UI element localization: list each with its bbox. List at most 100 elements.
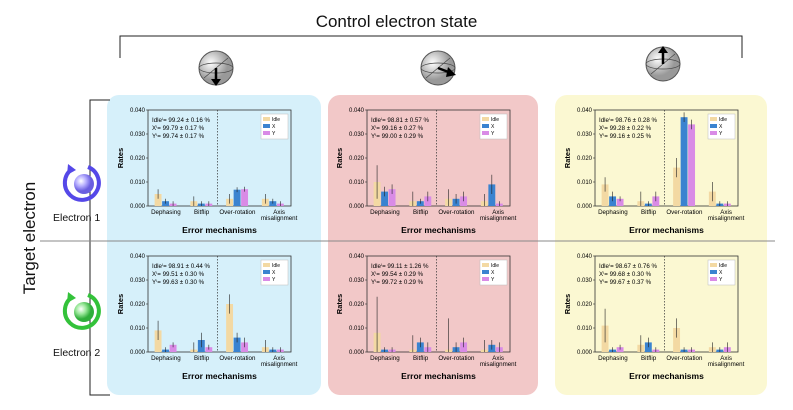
y-tick-label: 0.020: [349, 302, 365, 308]
bloch-sphere-up-icon: [645, 46, 681, 82]
y-tick-label: 0.000: [577, 350, 593, 356]
category-label-1: Bitflip: [413, 209, 429, 216]
fidelity-label-0: Idleⁱ= 99.24 ± 0.16 %: [152, 116, 210, 124]
fidelity-label-0: Idleⁱ= 99.11 ± 1.26 %: [371, 262, 429, 270]
legend-label-x: X: [272, 270, 276, 276]
legend-label-y: Y: [491, 131, 495, 137]
legend-label-x: X: [491, 124, 495, 130]
category-label-2: Over-rotation: [219, 355, 256, 362]
legend-label-y: Y: [719, 277, 723, 283]
y-axis-label: Rates: [116, 294, 125, 314]
category-label-1: Bitflip: [641, 355, 657, 362]
category-label-3: misalignment: [261, 215, 298, 222]
bar-y-0: [388, 189, 396, 206]
legend-label-x: X: [272, 124, 276, 130]
y-tick-label: 0.030: [130, 132, 146, 138]
legend-swatch-y: [482, 277, 489, 281]
category-label-2: Over-rotation: [219, 209, 256, 216]
category-label-1: Bitflip: [641, 209, 657, 216]
legend-label-idle: Idle: [719, 117, 727, 123]
chart-panel-r2c2: 0.000 0.010 0.020 0.030 0.040 Rates Error mech…: [335, 254, 517, 381]
category-label-1: Bitflip: [413, 355, 429, 362]
legend-label-idle: Idle: [491, 263, 499, 269]
fidelity-label-0: Idleⁱ= 98.91 ± 0.44 %: [152, 262, 210, 270]
x-axis-label: Error mechanisms: [629, 225, 704, 235]
legend-label-x: X: [491, 270, 495, 276]
legend-swatch-idle: [710, 263, 717, 267]
bar-idle-0: [154, 330, 162, 352]
y-tick-label: 0.020: [130, 302, 146, 308]
fidelity-label-1: Xⁱ= 99.16 ± 0.27 %: [371, 124, 424, 132]
y-axis-label: Rates: [335, 294, 344, 314]
y-tick-label: 0.020: [349, 156, 365, 162]
y-axis-label: Rates: [563, 148, 572, 168]
y-tick-label: 0.040: [349, 254, 365, 260]
figure-title: Control electron state: [315, 12, 478, 31]
y-tick-label: 0.020: [577, 302, 593, 308]
bar-y-2: [241, 189, 249, 206]
y-tick-label: 0.010: [130, 180, 146, 186]
y-tick-label: 0.010: [130, 326, 146, 332]
bar-x-2: [233, 189, 241, 206]
y-tick-label: 0.040: [130, 108, 146, 114]
category-label-3: Axis: [720, 355, 732, 362]
bar-idle-2: [226, 304, 234, 352]
fidelity-label-0: Idleⁱ= 98.76 ± 0.28 %: [599, 116, 657, 124]
category-label-1: Bitflip: [194, 209, 210, 216]
y-tick-label: 0.030: [349, 132, 365, 138]
panel-column-1: [107, 95, 321, 395]
category-label-3: Axis: [273, 355, 285, 362]
legend-label-y: Y: [491, 277, 495, 283]
fidelity-label-0: Idleⁱ= 98.67 ± 0.76 %: [599, 262, 657, 270]
legend-swatch-idle: [263, 117, 270, 121]
category-label-3: misalignment: [708, 215, 745, 222]
row-label-electron-2: Electron 2: [53, 347, 101, 359]
bloch-sphere-down-icon: [198, 50, 234, 86]
panel-column-3: [555, 95, 767, 395]
legend-swatch-y: [263, 277, 270, 281]
row-label-electron-1: Electron 1: [53, 212, 101, 224]
legend-label-idle: Idle: [719, 263, 727, 269]
x-axis-label: Error mechanisms: [182, 225, 257, 235]
bloch-sphere-right-icon: [420, 50, 456, 86]
chart-panel-r1c3: 0.000 0.010 0.020 0.030 0.040 Rates Error mech…: [563, 108, 745, 235]
category-label-3: misalignment: [261, 361, 298, 368]
category-label-2: Over-rotation: [666, 355, 703, 362]
y-axis-label: Rates: [563, 294, 572, 314]
chart-panel-r1c2: 0.000 0.010 0.020 0.030 0.040 Rates Error mech…: [335, 108, 517, 235]
y-tick-label: 0.000: [130, 350, 146, 356]
legend-swatch-x: [710, 124, 717, 128]
y-tick-label: 0.010: [577, 326, 593, 332]
bar-idle-0: [154, 194, 162, 206]
y-tick-label: 0.010: [349, 180, 365, 186]
bar-x-0: [381, 191, 389, 206]
chart-panel-r1c1: 0.000 0.010 0.020 0.030 0.040 Rates Error mech…: [116, 108, 298, 235]
legend-swatch-x: [482, 270, 489, 274]
legend-swatch-idle: [710, 117, 717, 121]
y-tick-label: 0.030: [349, 278, 365, 284]
legend-label-x: X: [719, 124, 723, 130]
bar-idle-2: [673, 167, 681, 206]
y-tick-label: 0.000: [349, 350, 365, 356]
bar-idle-0: [601, 184, 609, 206]
y-tick-label: 0.000: [349, 204, 365, 210]
category-label-1: Bitflip: [194, 355, 210, 362]
bar-x-2: [233, 337, 241, 352]
electron-1-spin-icon: [62, 164, 101, 202]
bar-y-0: [169, 344, 177, 352]
fidelity-label-1: Xⁱ= 99.28 ± 0.22 %: [599, 124, 652, 132]
category-label-0: Dephasing: [598, 209, 628, 216]
y-tick-label: 0.040: [130, 254, 146, 260]
bar-idle-2: [673, 328, 681, 352]
x-axis-label: Error mechanisms: [182, 371, 257, 381]
fidelity-label-2: Yⁱ= 99.63 ± 0.30 %: [152, 278, 205, 286]
y-tick-label: 0.040: [577, 254, 593, 260]
category-label-3: misalignment: [708, 361, 745, 368]
category-label-0: Dephasing: [598, 355, 628, 362]
legend-swatch-idle: [482, 263, 489, 267]
legend-swatch-y: [263, 131, 270, 135]
legend-label-x: X: [719, 270, 723, 276]
bar-y-0: [616, 198, 624, 206]
